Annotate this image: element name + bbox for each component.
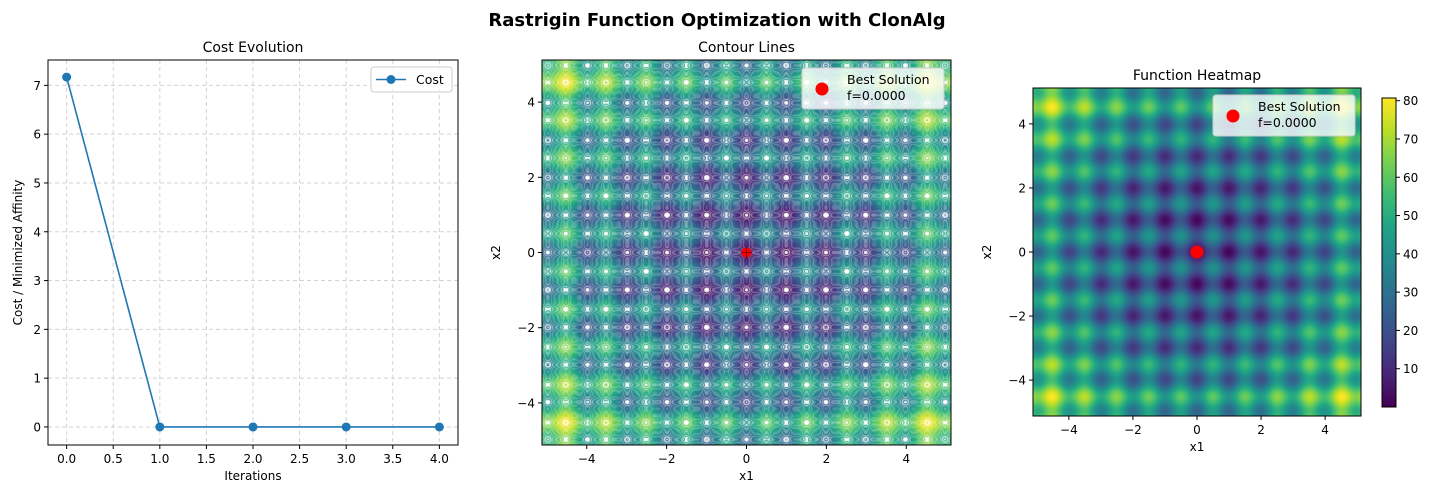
cost-xtick-label: 0.5 xyxy=(104,452,123,466)
heatmap-title: Function Heatmap xyxy=(1133,68,1261,84)
contour-legend-label: Best Solution xyxy=(847,72,930,87)
colorbar-tick-label: 30 xyxy=(1403,286,1418,300)
colorbar-image xyxy=(1382,98,1396,407)
heatmap-legend-label: Best Solution xyxy=(1258,99,1341,114)
heatmap-best-solution-marker xyxy=(1190,245,1204,259)
contour-xtick-label: 2 xyxy=(823,452,831,466)
cost-xtick-label: 2.5 xyxy=(290,452,309,466)
cost-data-point xyxy=(155,422,165,432)
contour-xtick-label: −4 xyxy=(578,452,596,466)
cost-xtick-label: 4.0 xyxy=(430,452,449,466)
cost-ytick-label: 2 xyxy=(33,323,41,337)
cost-data-point xyxy=(341,422,351,432)
heatmap-ytick-label: −4 xyxy=(1008,374,1026,388)
cost-legend-box xyxy=(370,66,453,93)
colorbar-tick-label: 20 xyxy=(1403,324,1418,338)
heatmap-ytick-label: 2 xyxy=(1018,181,1026,195)
contour-ytick-label: −4 xyxy=(517,396,535,410)
contour-xtick-label: 4 xyxy=(902,452,910,466)
heatmap-xtick-label: 2 xyxy=(1257,423,1265,437)
heatmap-xtick-label: 0 xyxy=(1193,423,1201,437)
cost-axes-frame xyxy=(47,59,459,446)
colorbar-tick-label: 10 xyxy=(1403,362,1418,376)
cost-data-point xyxy=(248,422,258,432)
contour-legend-marker xyxy=(815,82,829,96)
cost-data-point xyxy=(434,422,444,432)
heatmap-legend-marker xyxy=(1226,109,1240,123)
colorbar-frame xyxy=(1381,97,1397,408)
cost-title: Cost Evolution xyxy=(203,40,304,56)
cost-ylabel: Cost / Minimized Affinity xyxy=(11,180,25,326)
cost-ytick-label: 7 xyxy=(33,79,41,93)
cost-xlabel: Iterations xyxy=(224,469,281,483)
colorbar-tick-label: 60 xyxy=(1403,171,1418,185)
heatmap-ylabel: x2 xyxy=(980,245,994,260)
contour-ylabel: x2 xyxy=(489,245,503,260)
contour-ytick-label: 0 xyxy=(527,246,535,260)
contour-title: Contour Lines xyxy=(698,40,795,56)
heatmap-xlabel: x1 xyxy=(1190,440,1205,454)
cost-ytick-label: 3 xyxy=(33,274,41,288)
colorbar-tick-label: 80 xyxy=(1403,94,1418,108)
contour-best-solution-cross xyxy=(741,247,752,258)
heatmap-xtick-label: 4 xyxy=(1321,423,1329,437)
cost-ytick-label: 4 xyxy=(33,225,41,239)
contour-legend-box xyxy=(801,67,945,110)
heatmap-legend-value: f=0.0000 xyxy=(1258,115,1317,130)
cost-legend-marker xyxy=(386,75,396,84)
figure-suptitle: Rastrigin Function Optimization with Clo… xyxy=(488,10,945,31)
heatmap-ytick-label: 0 xyxy=(1018,246,1026,260)
heatmap-axes-frame xyxy=(1032,87,1362,417)
contour-axes-frame xyxy=(541,59,952,446)
colorbar-tick-label: 50 xyxy=(1403,209,1418,223)
cost-data-point xyxy=(62,72,72,82)
contour-ytick-label: 4 xyxy=(527,96,535,110)
contour-ytick-label: −2 xyxy=(517,321,535,335)
contour-xtick-label: 0 xyxy=(743,452,751,466)
contour-ytick-label: 2 xyxy=(527,171,535,185)
heatmap-ytick-label: −2 xyxy=(1008,310,1026,324)
colorbar-tick-label: 40 xyxy=(1403,247,1418,261)
colorbar-tick-label: 70 xyxy=(1403,132,1418,146)
contour-xtick-label: −2 xyxy=(658,452,676,466)
cost-xtick-label: 1.5 xyxy=(197,452,216,466)
heatmap-ytick-label: 4 xyxy=(1018,117,1026,131)
cost-ytick-label: 0 xyxy=(33,420,41,434)
cost-xtick-label: 3.5 xyxy=(383,452,402,466)
heatmap-xtick-label: −2 xyxy=(1124,423,1142,437)
cost-xtick-label: 3.0 xyxy=(337,452,356,466)
cost-xtick-label: 1.0 xyxy=(150,452,169,466)
cost-legend-label: Cost xyxy=(416,72,444,87)
cost-ytick-label: 5 xyxy=(33,176,41,190)
contour-legend-value: f=0.0000 xyxy=(847,88,906,103)
heatmap-legend-box xyxy=(1212,94,1356,137)
heatmap-xtick-label: −4 xyxy=(1060,423,1078,437)
contour-xlabel: x1 xyxy=(739,469,754,483)
cost-ytick-label: 6 xyxy=(33,128,41,142)
cost-ytick-label: 1 xyxy=(33,372,41,386)
cost-xtick-label: 0.0 xyxy=(57,452,76,466)
cost-xtick-label: 2.0 xyxy=(243,452,262,466)
